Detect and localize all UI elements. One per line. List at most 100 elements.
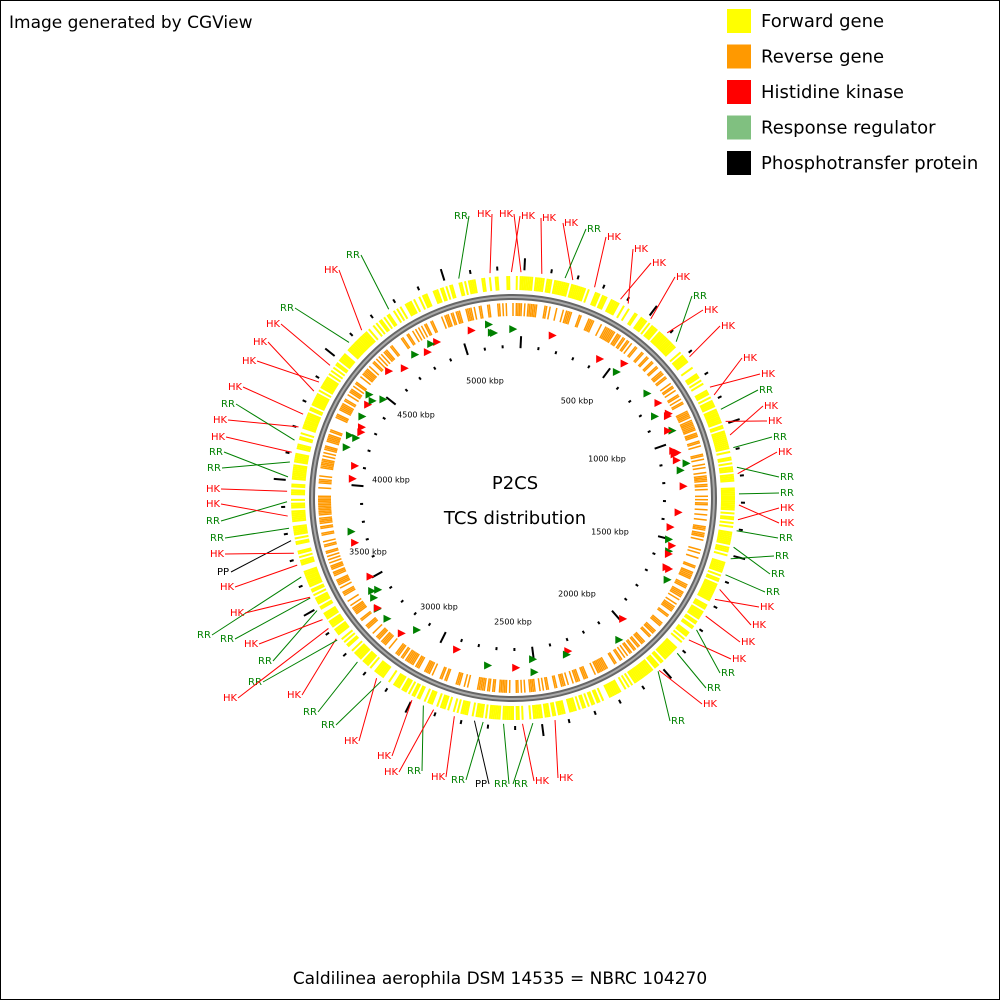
forward-gene	[620, 308, 630, 322]
forward-gene	[645, 656, 657, 669]
forward-gene	[521, 705, 524, 720]
forward-gene	[337, 625, 350, 636]
forward-gene	[332, 366, 346, 377]
reverse-gene	[458, 672, 464, 686]
inner-tick	[537, 347, 540, 351]
reverse-gene	[440, 316, 447, 329]
reverse-gene	[649, 616, 661, 627]
leader-line	[242, 386, 304, 415]
scale-label: 4500 kbp	[397, 411, 435, 420]
reverse-gene	[404, 649, 414, 662]
leader-line	[220, 503, 288, 517]
feature-marker	[366, 572, 375, 581]
feature-label: HK	[780, 518, 795, 529]
forward-gene	[439, 694, 447, 709]
forward-gene	[540, 278, 545, 293]
forward-gene	[411, 682, 420, 697]
inner-tick	[581, 630, 586, 634]
forward-gene	[306, 573, 320, 581]
leader-line	[564, 228, 587, 279]
forward-gene	[460, 281, 466, 296]
forward-gene	[717, 456, 732, 462]
forward-gene	[709, 426, 724, 433]
forward-gene	[569, 284, 576, 299]
outer-tick	[303, 609, 315, 617]
feature-marker	[512, 663, 521, 672]
reverse-gene	[406, 334, 415, 346]
reverse-gene	[384, 634, 395, 646]
reverse-gene	[694, 508, 708, 511]
forward-gene	[484, 704, 489, 719]
reverse-gene	[368, 365, 380, 376]
forward-gene	[539, 277, 543, 292]
forward-gene	[481, 278, 486, 293]
reverse-gene	[682, 425, 695, 432]
leader-line	[512, 722, 534, 785]
feature-marker	[357, 423, 366, 432]
feature-marker	[400, 364, 409, 373]
forward-gene	[670, 632, 683, 643]
forward-gene	[311, 584, 325, 593]
reverse-gene	[650, 370, 662, 381]
forward-gene	[293, 529, 308, 534]
forward-gene	[574, 696, 581, 711]
inner-tick	[627, 399, 632, 404]
outer-tick	[315, 375, 320, 379]
reverse-gene	[349, 391, 361, 400]
forward-gene	[716, 450, 731, 456]
reverse-gene	[325, 547, 339, 553]
leader-line	[225, 436, 292, 453]
forward-gene	[396, 308, 406, 322]
reverse-gene	[559, 309, 565, 323]
forward-gene	[533, 277, 538, 292]
reverse-gene	[468, 307, 473, 321]
forward-gene	[598, 295, 606, 310]
feature-label: RR	[221, 399, 235, 410]
reverse-gene	[523, 303, 526, 317]
reverse-gene	[321, 531, 335, 536]
reverse-gene	[676, 413, 690, 421]
reverse-gene	[675, 410, 688, 418]
reverse-gene	[338, 578, 351, 586]
inner-tick	[602, 367, 611, 379]
forward-gene	[430, 691, 438, 705]
reverse-gene	[655, 377, 668, 387]
forward-gene	[481, 703, 486, 718]
forward-gene	[294, 534, 309, 540]
forward-gene	[316, 594, 330, 604]
reverse-gene	[328, 433, 342, 440]
forward-gene	[697, 591, 712, 600]
forward-gene	[599, 296, 608, 310]
forward-gene	[306, 415, 320, 423]
reverse-gene	[638, 357, 649, 368]
forward-gene	[299, 556, 314, 563]
feature-marker	[373, 604, 382, 613]
reverse-gene	[483, 677, 487, 691]
forward-gene	[490, 704, 495, 720]
reverse-gene	[692, 466, 706, 471]
inner-tick	[388, 585, 393, 590]
forward-gene	[652, 333, 664, 346]
reverse-gene	[690, 453, 704, 458]
forward-gene	[675, 626, 688, 637]
forward-gene	[310, 583, 325, 591]
reverse-gene	[319, 519, 333, 523]
reverse-gene	[431, 320, 439, 333]
forward-gene	[643, 659, 654, 672]
forward-gene	[576, 286, 583, 301]
reverse-gene	[378, 356, 389, 367]
feature-label: HK	[266, 319, 281, 330]
feature-label: RR	[773, 432, 787, 443]
reverse-gene	[656, 608, 669, 618]
forward-gene	[380, 318, 391, 332]
forward-gene	[705, 413, 720, 422]
reverse-gene	[407, 333, 416, 345]
reverse-gene	[327, 555, 341, 561]
reverse-gene	[397, 644, 407, 657]
forward-gene	[291, 506, 306, 509]
reverse-gene	[565, 311, 571, 325]
reverse-gene	[640, 627, 651, 638]
inner-tick	[519, 336, 523, 349]
forward-gene	[720, 479, 735, 483]
leader-line	[705, 615, 741, 643]
